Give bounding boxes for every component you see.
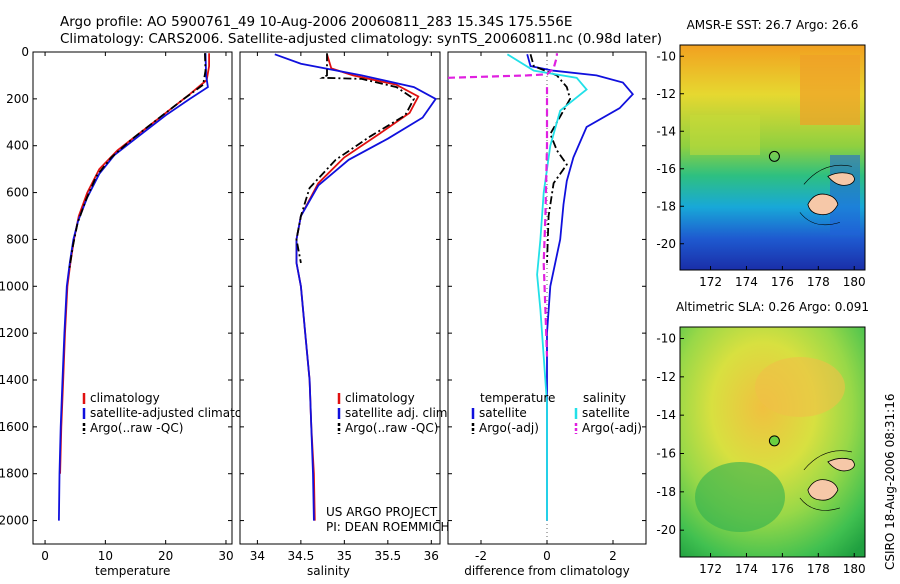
y-tick-label: 1200: [0, 326, 29, 340]
x-axis-label: difference from climatology: [464, 564, 630, 578]
x-tick-label: 174: [735, 275, 758, 289]
x-tick-label: 172: [699, 275, 722, 289]
vanua-levu-island: [827, 457, 855, 472]
series-line-magenta-4: [542, 87, 549, 357]
legend-sal-satellite: satellite: [582, 406, 630, 420]
x-axis-label: temperature: [95, 564, 170, 578]
x-tick-label: 180: [843, 562, 866, 576]
argo-position-marker: [768, 435, 780, 447]
y-tick-label: 1000: [0, 279, 29, 293]
cool-patch: [830, 155, 860, 235]
timestamp-stamp: CSIRO 18-Aug-2006 08:31:16: [883, 394, 897, 570]
legend-argo: Argo(..raw -QC): [90, 421, 183, 435]
temperature-panel: 0 10 20 30 0 200 400 600 800 1000 1200 1400 1600 1800…: [0, 45, 268, 578]
series-line-cyan-2: [506, 53, 588, 521]
legend-temperature-heading: temperature: [480, 391, 555, 405]
x-tick-label: 2: [609, 549, 617, 563]
sst-map-panel: AMSR-E SST: 26.7 Argo: 26.6 172 174 176 178 1…: [656, 18, 865, 289]
legend-climatology: climatology: [90, 391, 160, 405]
project-credit: US ARGO PROJECT: [326, 505, 438, 519]
x-axis-label: salinity: [307, 564, 350, 578]
pi-credit: PI: DEAN ROEMMICH: [326, 520, 449, 534]
y-tick-label: 1600: [0, 420, 29, 434]
fiji-island: [807, 479, 839, 501]
map-title: AMSR-E SST: 26.7 Argo: 26.6: [687, 18, 859, 32]
series-line-blue-0: [526, 54, 635, 521]
coastline-contour: [799, 450, 852, 511]
y-tick-label: -12: [656, 370, 676, 384]
fiji-island: [807, 193, 839, 216]
legend-argo: Argo(..raw -QC): [345, 421, 438, 435]
coastline-contour: [799, 164, 852, 226]
y-tick-label: -12: [656, 87, 676, 101]
x-tick-label: 36: [424, 549, 439, 563]
y-tick-label: 2000: [0, 514, 29, 528]
y-tick-label: -10: [656, 49, 676, 63]
sla-map-panel: Altimetric SLA: 0.26 Argo: 0.091 172 174 17…: [656, 300, 869, 576]
series-line-magenta-3: [447, 53, 558, 79]
salinity-panel: 34 34.5 35 35.5 36 salinity climatologysatelli…: [239, 51, 451, 578]
mid-patch: [690, 115, 760, 155]
legend-salinity-heading: salinity: [583, 391, 626, 405]
x-tick-label: 0: [543, 549, 551, 563]
y-tick-label: -18: [656, 485, 676, 499]
x-tick-label: 178: [807, 275, 830, 289]
y-tick-label: 1400: [0, 373, 29, 387]
x-tick-label: 30: [218, 549, 233, 563]
warm-patch: [800, 55, 860, 125]
figure-title-line1: Argo profile: AO 5900761_49 10-Aug-2006 …: [60, 14, 572, 30]
y-tick-label: -10: [656, 332, 676, 346]
y-tick-label: -20: [656, 237, 676, 251]
legend-temp-satellite: satellite: [479, 406, 527, 420]
x-tick-label: 176: [771, 275, 794, 289]
figure-title-line2: Climatology: CARS2006. Satellite-adjuste…: [60, 31, 662, 47]
y-tick-label: 0: [21, 45, 29, 59]
legend-climatology: climatology: [345, 391, 415, 405]
y-tick-label: 400: [6, 139, 29, 153]
x-tick-label: 10: [98, 549, 113, 563]
map-frame: [679, 44, 866, 271]
x-tick-label: 35: [337, 549, 352, 563]
x-tick-label: 172: [699, 562, 722, 576]
series-line-black-2: [68, 53, 207, 271]
x-tick-label: 180: [843, 275, 866, 289]
y-tick-label: 200: [6, 92, 29, 106]
plot-frame: [32, 51, 233, 545]
vanua-levu-island: [827, 172, 855, 186]
argo-position-marker: [768, 150, 780, 162]
x-tick-label: 34: [250, 549, 265, 563]
series-line-blue-1: [274, 53, 438, 521]
y-tick-label: -16: [656, 447, 676, 461]
y-tick-label: 1800: [0, 467, 29, 481]
x-tick-label: 34.5: [288, 549, 315, 563]
x-tick-label: 178: [807, 562, 830, 576]
map-title: Altimetric SLA: 0.26 Argo: 0.091: [676, 300, 869, 314]
y-tick-label: -14: [656, 124, 676, 138]
x-tick-label: 35.5: [374, 549, 401, 563]
y-tick-label: -14: [656, 408, 676, 422]
x-tick-label: 0: [41, 549, 49, 563]
y-tick-label: -20: [656, 523, 676, 537]
y-tick-label: 800: [6, 232, 29, 246]
legend-sal-argo: Argo(-adj): [582, 421, 642, 435]
high-sla-patch: [755, 357, 845, 417]
y-tick-label: -18: [656, 199, 676, 213]
series-line-black-2: [295, 53, 416, 264]
x-tick-label: 174: [735, 562, 758, 576]
plot-frame: [239, 51, 441, 545]
map-frame: [679, 326, 866, 558]
low-sla-patch: [695, 462, 785, 532]
y-tick-label: 600: [6, 186, 29, 200]
legend-temp-argo: Argo(-adj): [479, 421, 539, 435]
legend-satellite-adj: satellite adj. clim.: [345, 406, 451, 420]
x-tick-label: -2: [475, 549, 487, 563]
x-tick-label: 20: [158, 549, 173, 563]
x-tick-label: 176: [771, 562, 794, 576]
legend-satellite-adjusted: satellite-adjusted climatology: [90, 406, 268, 420]
y-tick-label: -16: [656, 162, 676, 176]
